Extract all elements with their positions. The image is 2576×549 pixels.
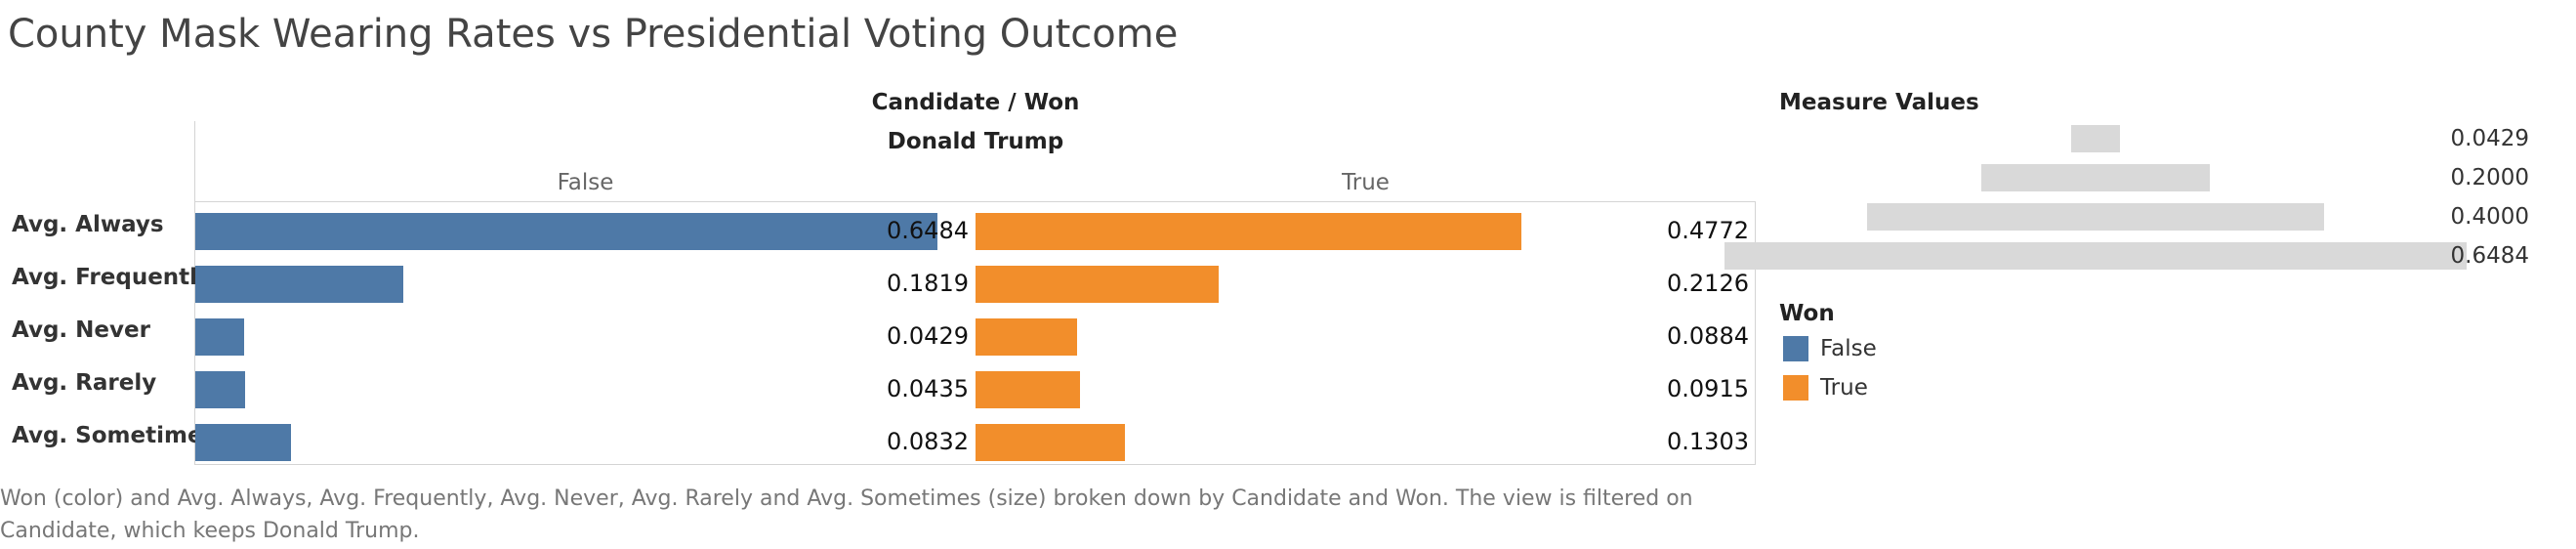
value-label: 0.0915: [1667, 375, 1749, 402]
bar-true[interactable]: [976, 318, 1077, 356]
value-label: 0.0884: [1667, 322, 1749, 350]
measure-values-title: Measure Values: [1779, 90, 1979, 115]
legend-label-true[interactable]: True: [1820, 375, 1868, 401]
row-label: Avg. Rarely: [12, 370, 157, 396]
value-label: 0.0832: [887, 428, 969, 455]
legend-label-false[interactable]: False: [1820, 336, 1877, 361]
column-header-true: True: [1342, 170, 1390, 195]
measure-value-label: 0.6484: [2450, 243, 2529, 269]
top-grid-line: [195, 201, 1756, 202]
bar-false[interactable]: [195, 266, 404, 303]
bar-false[interactable]: [195, 318, 245, 356]
value-label: 0.2126: [1667, 270, 1749, 297]
bar-true[interactable]: [976, 371, 1081, 408]
bar-true[interactable]: [976, 424, 1125, 461]
candidate-header: Donald Trump: [887, 129, 1064, 154]
column-header-false: False: [557, 170, 614, 195]
chart-title: County Mask Wearing Rates vs Presidentia…: [8, 12, 1179, 57]
row-label: Avg. Never: [12, 317, 150, 343]
bar-true[interactable]: [976, 266, 1220, 303]
won-legend-title: Won: [1779, 301, 1835, 326]
measure-size-bar: [1724, 242, 2467, 270]
bar-false[interactable]: [195, 371, 245, 408]
value-label: 0.1303: [1667, 428, 1749, 455]
measure-size-bar: [2070, 125, 2121, 152]
row-label: Avg. Sometimes: [12, 423, 217, 448]
legend-swatch-true[interactable]: [1783, 375, 1808, 401]
bar-false[interactable]: [195, 213, 937, 250]
value-label: 0.0435: [887, 375, 969, 402]
bar-true[interactable]: [976, 213, 1522, 250]
value-label: 0.6484: [887, 217, 969, 244]
chart-caption: Won (color) and Avg. Always, Avg. Freque…: [0, 486, 1693, 543]
measure-size-bar: [1866, 203, 2325, 231]
value-label: 0.4772: [1667, 217, 1749, 244]
measure-value-label: 0.0429: [2450, 126, 2529, 151]
measure-value-label: 0.2000: [2450, 165, 2529, 190]
bar-false[interactable]: [195, 424, 291, 461]
row-label: Avg. Frequently: [12, 265, 213, 290]
measure-value-label: 0.4000: [2450, 204, 2529, 230]
value-label: 0.1819: [887, 270, 969, 297]
bottom-grid-line: [195, 464, 1756, 465]
header-caption: Candidate / Won: [871, 90, 1080, 115]
legend-swatch-false[interactable]: [1783, 336, 1808, 361]
measure-size-bar: [1980, 164, 2211, 191]
row-header-divider: [194, 121, 195, 465]
value-label: 0.0429: [887, 322, 969, 350]
row-label: Avg. Always: [12, 212, 164, 237]
right-grid-line: [1755, 201, 1756, 465]
